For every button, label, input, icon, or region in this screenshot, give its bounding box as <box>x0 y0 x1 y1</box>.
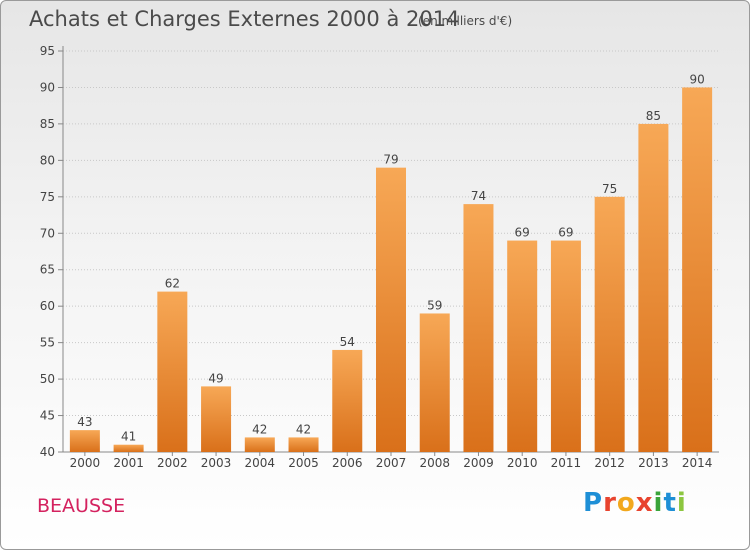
y-tick-label: 90 <box>40 80 55 94</box>
data-label-2003: 49 <box>208 371 223 385</box>
x-tick-label-2005: 2005 <box>288 456 319 470</box>
bar-2002 <box>157 291 188 452</box>
logo-letter: P <box>583 488 604 518</box>
x-tick-label-2014: 2014 <box>682 456 713 470</box>
bar-2008 <box>419 313 450 452</box>
data-label-2005: 42 <box>296 422 311 436</box>
data-label-2002: 62 <box>165 277 180 291</box>
bar-2012 <box>594 196 625 452</box>
x-tick-label-2000: 2000 <box>70 456 101 470</box>
x-tick-label-2009: 2009 <box>463 456 494 470</box>
data-label-2006: 54 <box>340 335 355 349</box>
proxiti-logo: Proxiti <box>583 488 687 518</box>
bar-2014 <box>682 87 713 453</box>
y-tick-label: 95 <box>40 44 55 58</box>
bar-2000 <box>69 430 100 452</box>
y-tick-label: 60 <box>40 299 55 313</box>
data-label-2007: 79 <box>383 153 398 167</box>
logo-letter: r <box>603 488 617 518</box>
x-tick-label-2011: 2011 <box>551 456 582 470</box>
bar-2005 <box>288 437 319 452</box>
x-tick-label-2008: 2008 <box>419 456 450 470</box>
bar-2009 <box>463 204 494 452</box>
y-tick-label: 40 <box>40 445 55 459</box>
x-tick-label-2006: 2006 <box>332 456 363 470</box>
data-label-2001: 41 <box>121 430 136 444</box>
commune-name: BEAUSSE <box>37 495 126 517</box>
y-tick-label: 75 <box>40 190 55 204</box>
data-label-2008: 59 <box>427 298 442 312</box>
x-tick-label-2013: 2013 <box>638 456 669 470</box>
logo-letter: x <box>635 488 654 518</box>
x-tick-label-2010: 2010 <box>507 456 538 470</box>
y-tick-label: 55 <box>40 336 55 350</box>
bar-2010 <box>507 240 538 452</box>
bar-2007 <box>376 167 406 452</box>
x-tick-label-2001: 2001 <box>113 456 144 470</box>
data-label-2009: 74 <box>471 189 486 203</box>
y-tick-label: 85 <box>40 117 55 131</box>
x-tick-label-2007: 2007 <box>376 456 407 470</box>
data-label-2010: 69 <box>515 226 530 240</box>
logo-letter: o <box>616 488 636 518</box>
data-label-2013: 85 <box>646 109 661 123</box>
bars <box>69 87 713 453</box>
axes: 40 45 50 55 60 65 70 75 80 85 90 95 2000 2001 2002 2003… <box>40 44 719 470</box>
data-label-2011: 69 <box>558 226 573 240</box>
y-tick-label: 50 <box>40 372 55 386</box>
data-label-2014: 90 <box>689 72 704 86</box>
x-tick-label-2002: 2002 <box>157 456 188 470</box>
logo-letter: i <box>676 488 687 518</box>
data-label-2012: 75 <box>602 182 617 196</box>
bar-2003 <box>201 386 232 452</box>
bar-2001 <box>113 444 144 452</box>
chart-subtitle: (en milliers d'€) <box>418 14 513 28</box>
data-label-2004: 42 <box>252 422 267 436</box>
y-tick-label: 80 <box>40 153 55 167</box>
bar-2006 <box>332 349 363 452</box>
chart-title: Achats et Charges Externes 2000 à 2014 <box>29 7 460 31</box>
x-tick-label-2003: 2003 <box>201 456 232 470</box>
data-label-2000: 43 <box>77 415 92 429</box>
logo-letter: i <box>653 488 664 518</box>
bar-2004 <box>244 437 275 452</box>
y-tick-label: 65 <box>40 263 55 277</box>
bar-2013 <box>638 123 669 452</box>
y-tick-label: 70 <box>40 226 55 240</box>
logo-letter: t <box>663 488 677 518</box>
x-tick-label-2012: 2012 <box>594 456 625 470</box>
data-labels: 43 41 62 49 42 42 54 79 59 74 69 69 75 85 90 <box>77 72 705 443</box>
x-tick-label-2004: 2004 <box>245 456 276 470</box>
bar-2011 <box>550 240 581 452</box>
y-tick-label: 45 <box>40 409 55 423</box>
